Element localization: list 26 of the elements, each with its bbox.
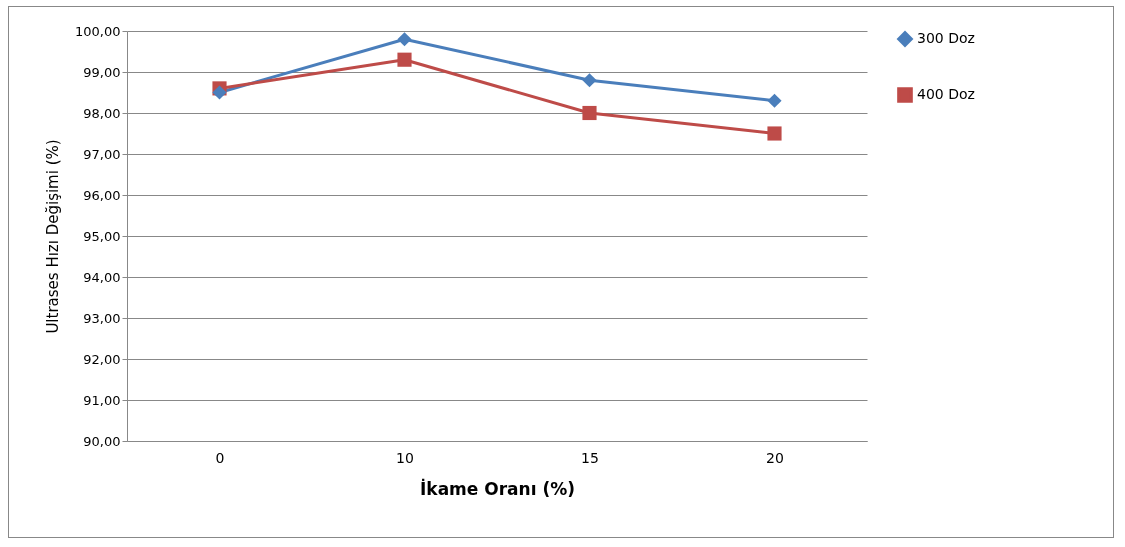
- point: [397, 52, 412, 67]
- y-tick-label: 98,00: [83, 105, 121, 121]
- y-tick-label: 100,00: [75, 23, 121, 39]
- point: [397, 32, 412, 47]
- point: [582, 73, 597, 88]
- legend-label: 300 Doz: [917, 30, 975, 46]
- x-axis-title: İkame Oranı (%): [420, 477, 575, 499]
- y-axis-title: Ultrases Hızı Değişimi (%): [44, 139, 63, 334]
- legend-label: 400 Doz: [917, 86, 975, 102]
- x-tick-label: 20: [766, 449, 784, 466]
- y-tick-label: 95,00: [83, 228, 121, 244]
- x-tick-label: 0: [215, 449, 225, 466]
- y-tick-label: 96,00: [83, 187, 121, 203]
- y-tick-label: 91,00: [83, 392, 121, 408]
- y-tick-label: 93,00: [83, 310, 121, 326]
- point: [767, 126, 782, 141]
- y-tick-label: 99,00: [83, 64, 121, 80]
- y-tick-label: 97,00: [83, 146, 121, 162]
- x-tick-label: 15: [581, 449, 599, 466]
- y-tick-label: 92,00: [83, 351, 121, 367]
- y-tick-label: 94,00: [83, 269, 121, 285]
- point: [212, 85, 227, 100]
- point: [767, 93, 782, 108]
- x-tick-label: 10: [396, 449, 414, 466]
- y-tick-label: 90,00: [83, 433, 121, 449]
- point: [582, 105, 597, 121]
